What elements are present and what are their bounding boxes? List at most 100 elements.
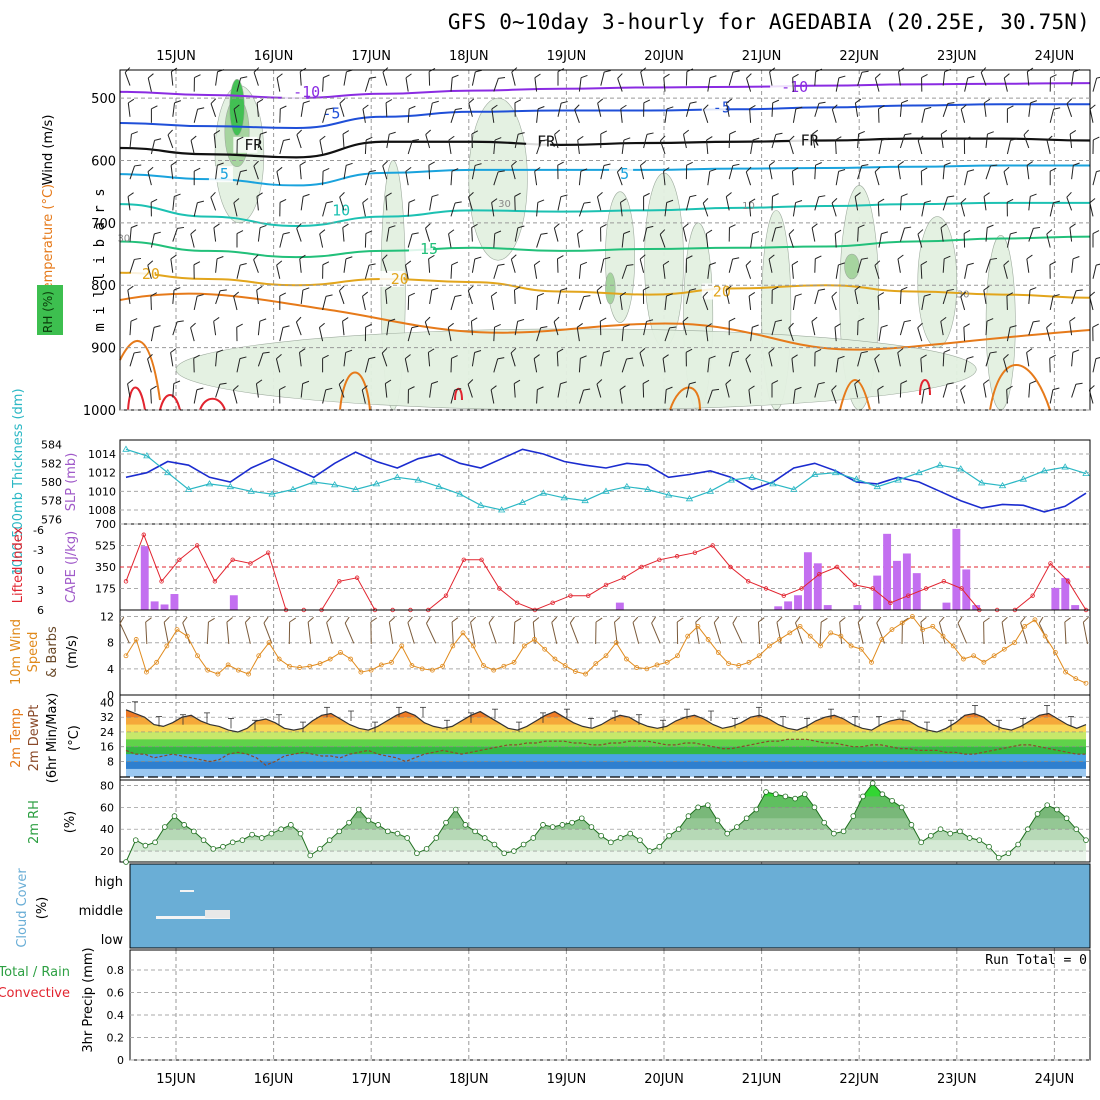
barb-flag xyxy=(388,318,396,322)
barb-staff xyxy=(493,265,499,279)
wind-barb xyxy=(536,386,544,404)
wind-barb xyxy=(127,285,134,305)
wind-barb xyxy=(878,137,889,155)
barb-flag xyxy=(732,70,740,73)
wind-barb xyxy=(193,107,205,123)
barb-staff xyxy=(964,77,969,92)
rh-shading xyxy=(468,97,528,261)
wind-barb xyxy=(1069,317,1076,336)
wind-speed-marker xyxy=(460,630,466,636)
wind-speed-marker xyxy=(246,671,251,677)
barb-flag xyxy=(491,198,498,203)
wind-barb xyxy=(450,294,462,311)
wind-barb xyxy=(275,354,282,373)
barb-staff xyxy=(299,258,302,273)
wind-speed-marker xyxy=(225,662,231,668)
li-marker xyxy=(461,557,466,563)
barb-flag xyxy=(208,617,215,623)
wind-barb xyxy=(386,225,396,242)
wind-speed-marker xyxy=(164,643,170,649)
barb-staff xyxy=(163,622,169,644)
thickness-marker xyxy=(518,498,527,505)
wind-barb xyxy=(811,223,818,242)
barb-staff xyxy=(621,140,625,155)
surface-wind-barb xyxy=(695,616,702,644)
rh-marker xyxy=(782,793,789,800)
barb-staff xyxy=(275,358,281,373)
barb-staff xyxy=(385,289,388,304)
barb-flag xyxy=(857,317,865,322)
wind-barb xyxy=(299,161,306,180)
barb-flag xyxy=(491,104,498,110)
barb-flag xyxy=(451,261,459,266)
wind-barb xyxy=(768,254,775,273)
wind-barb xyxy=(407,105,416,123)
barb-staff xyxy=(428,258,431,273)
li-marker xyxy=(834,564,840,570)
cloud-cover-area xyxy=(130,864,1090,948)
barb-staff xyxy=(983,290,987,305)
barb-staff xyxy=(795,622,804,644)
barb-staff xyxy=(536,234,542,248)
barb-staff xyxy=(170,165,174,180)
rh-marker xyxy=(161,824,168,830)
wind-barb xyxy=(1028,226,1041,242)
barb-flag xyxy=(792,73,799,79)
wind-barb xyxy=(255,379,263,398)
barb-staff xyxy=(728,259,734,273)
precip-tick-label: 0.4 xyxy=(107,1009,125,1022)
barb-staff xyxy=(857,72,863,86)
barb-flag xyxy=(1066,191,1072,198)
barb-staff xyxy=(942,352,945,367)
wind-barb xyxy=(215,289,227,305)
rh-marker xyxy=(889,797,895,804)
barb-staff xyxy=(405,264,409,279)
barb-flag xyxy=(820,617,828,623)
barb-staff xyxy=(256,196,259,211)
li-marker xyxy=(746,579,751,584)
li-marker xyxy=(657,557,662,563)
barb-staff xyxy=(1082,622,1089,644)
barb-flag xyxy=(190,322,196,328)
barb-staff xyxy=(792,108,797,123)
wind-speed-marker xyxy=(1012,640,1017,646)
wind-barb xyxy=(702,104,709,123)
barb-flag xyxy=(646,132,654,135)
rh-marker xyxy=(714,817,721,824)
barb-staff xyxy=(596,290,602,305)
rh-marker xyxy=(540,822,546,828)
rh-shading xyxy=(229,79,245,136)
barb-flag xyxy=(260,131,267,135)
isotherm-line xyxy=(119,137,1091,159)
wind-barb xyxy=(1028,193,1037,211)
thickness-marker xyxy=(1040,467,1048,474)
barb-flag xyxy=(881,231,889,235)
isotherm-label: -10 xyxy=(293,83,320,101)
barb-flag xyxy=(1023,129,1029,136)
li-marker xyxy=(710,543,715,548)
barb-flag xyxy=(276,166,283,172)
barb-flag xyxy=(170,254,177,260)
barb-staff xyxy=(771,227,777,242)
wind-barb xyxy=(536,199,545,217)
barb-flag xyxy=(411,232,419,235)
wind-barb xyxy=(899,319,911,336)
wind-barb xyxy=(236,169,248,186)
barb-staff xyxy=(1006,233,1011,248)
barb-staff xyxy=(664,327,671,342)
barb-flag xyxy=(983,617,990,623)
barb-flag xyxy=(812,129,819,135)
barb-flag xyxy=(177,226,185,229)
barb-flag xyxy=(325,294,333,297)
barb-staff xyxy=(429,383,433,398)
wind-barb xyxy=(899,193,908,211)
barb-flag xyxy=(758,617,765,623)
li-marker xyxy=(959,586,964,591)
barb-flag xyxy=(947,288,954,292)
barb-staff xyxy=(577,140,580,155)
wind-barb xyxy=(257,351,270,367)
rh-marker xyxy=(656,843,663,850)
barb-flag xyxy=(838,75,846,79)
cape-bar xyxy=(853,605,862,610)
wind-barb xyxy=(728,257,740,273)
